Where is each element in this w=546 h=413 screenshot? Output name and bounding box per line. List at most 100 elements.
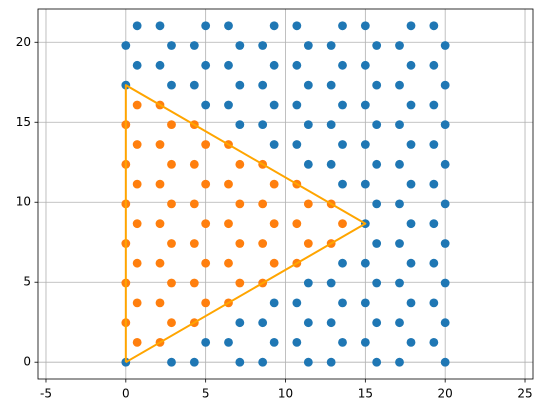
point	[258, 120, 268, 130]
point	[235, 120, 245, 130]
point	[429, 100, 439, 110]
point	[258, 239, 268, 248]
point	[167, 318, 176, 328]
point	[395, 318, 404, 328]
point	[167, 120, 176, 130]
point	[201, 219, 211, 229]
point	[338, 298, 347, 308]
point	[326, 80, 336, 90]
point	[189, 80, 199, 90]
point	[395, 357, 404, 367]
point	[235, 199, 245, 209]
point	[258, 41, 268, 50]
point	[395, 159, 404, 169]
point	[167, 239, 176, 248]
point	[429, 258, 439, 268]
point	[155, 258, 165, 268]
point	[395, 80, 404, 90]
point	[440, 80, 450, 90]
point	[224, 258, 233, 268]
point	[132, 140, 142, 149]
point	[167, 278, 176, 288]
plot-area	[121, 21, 450, 367]
point	[235, 239, 245, 248]
point	[292, 298, 302, 308]
point	[269, 100, 279, 110]
point	[189, 239, 199, 248]
point	[224, 21, 233, 31]
point	[372, 120, 382, 130]
point	[338, 219, 347, 229]
point	[189, 199, 199, 209]
point	[440, 357, 450, 367]
point	[303, 80, 313, 90]
point	[406, 219, 416, 229]
point	[303, 199, 313, 209]
point	[235, 357, 245, 367]
point	[155, 298, 165, 308]
point	[201, 337, 211, 347]
grid	[38, 9, 533, 379]
point	[201, 21, 211, 31]
point	[258, 357, 268, 367]
point	[372, 159, 382, 169]
point	[429, 179, 439, 189]
point	[360, 100, 370, 110]
point	[338, 140, 347, 149]
point	[132, 337, 142, 347]
point	[440, 199, 450, 209]
point	[372, 357, 382, 367]
x-tick-label: 5	[202, 387, 210, 401]
line	[124, 84, 367, 364]
point	[360, 60, 370, 70]
point	[429, 60, 439, 70]
point	[167, 41, 176, 50]
point	[406, 21, 416, 31]
point	[326, 357, 336, 367]
point	[395, 239, 404, 248]
point	[224, 100, 233, 110]
point	[303, 120, 313, 130]
point	[132, 21, 142, 31]
point	[201, 100, 211, 110]
point	[269, 219, 279, 229]
point	[258, 199, 268, 209]
y-tick-label: 5	[23, 275, 31, 289]
point	[224, 179, 233, 189]
point	[258, 80, 268, 90]
point	[224, 219, 233, 229]
point	[360, 337, 370, 347]
point	[269, 298, 279, 308]
point	[155, 179, 165, 189]
point	[395, 278, 404, 288]
point	[360, 179, 370, 189]
point	[326, 159, 336, 169]
point	[235, 318, 245, 328]
point	[303, 239, 313, 248]
point	[338, 258, 347, 268]
point	[189, 159, 199, 169]
point	[201, 60, 211, 70]
point	[303, 278, 313, 288]
point	[440, 239, 450, 248]
point	[440, 41, 450, 50]
point	[372, 318, 382, 328]
point	[292, 100, 302, 110]
point	[269, 337, 279, 347]
point	[406, 258, 416, 268]
point	[372, 80, 382, 90]
point	[201, 298, 211, 308]
point	[338, 21, 347, 31]
point	[429, 298, 439, 308]
point	[338, 337, 347, 347]
point	[429, 337, 439, 347]
point	[303, 159, 313, 169]
ticks: -5 0 5 10 15 20 25 0 5 10 15 20	[16, 35, 533, 401]
point	[360, 140, 370, 149]
point	[292, 219, 302, 229]
point	[235, 159, 245, 169]
point	[201, 258, 211, 268]
point	[269, 179, 279, 189]
point	[155, 219, 165, 229]
